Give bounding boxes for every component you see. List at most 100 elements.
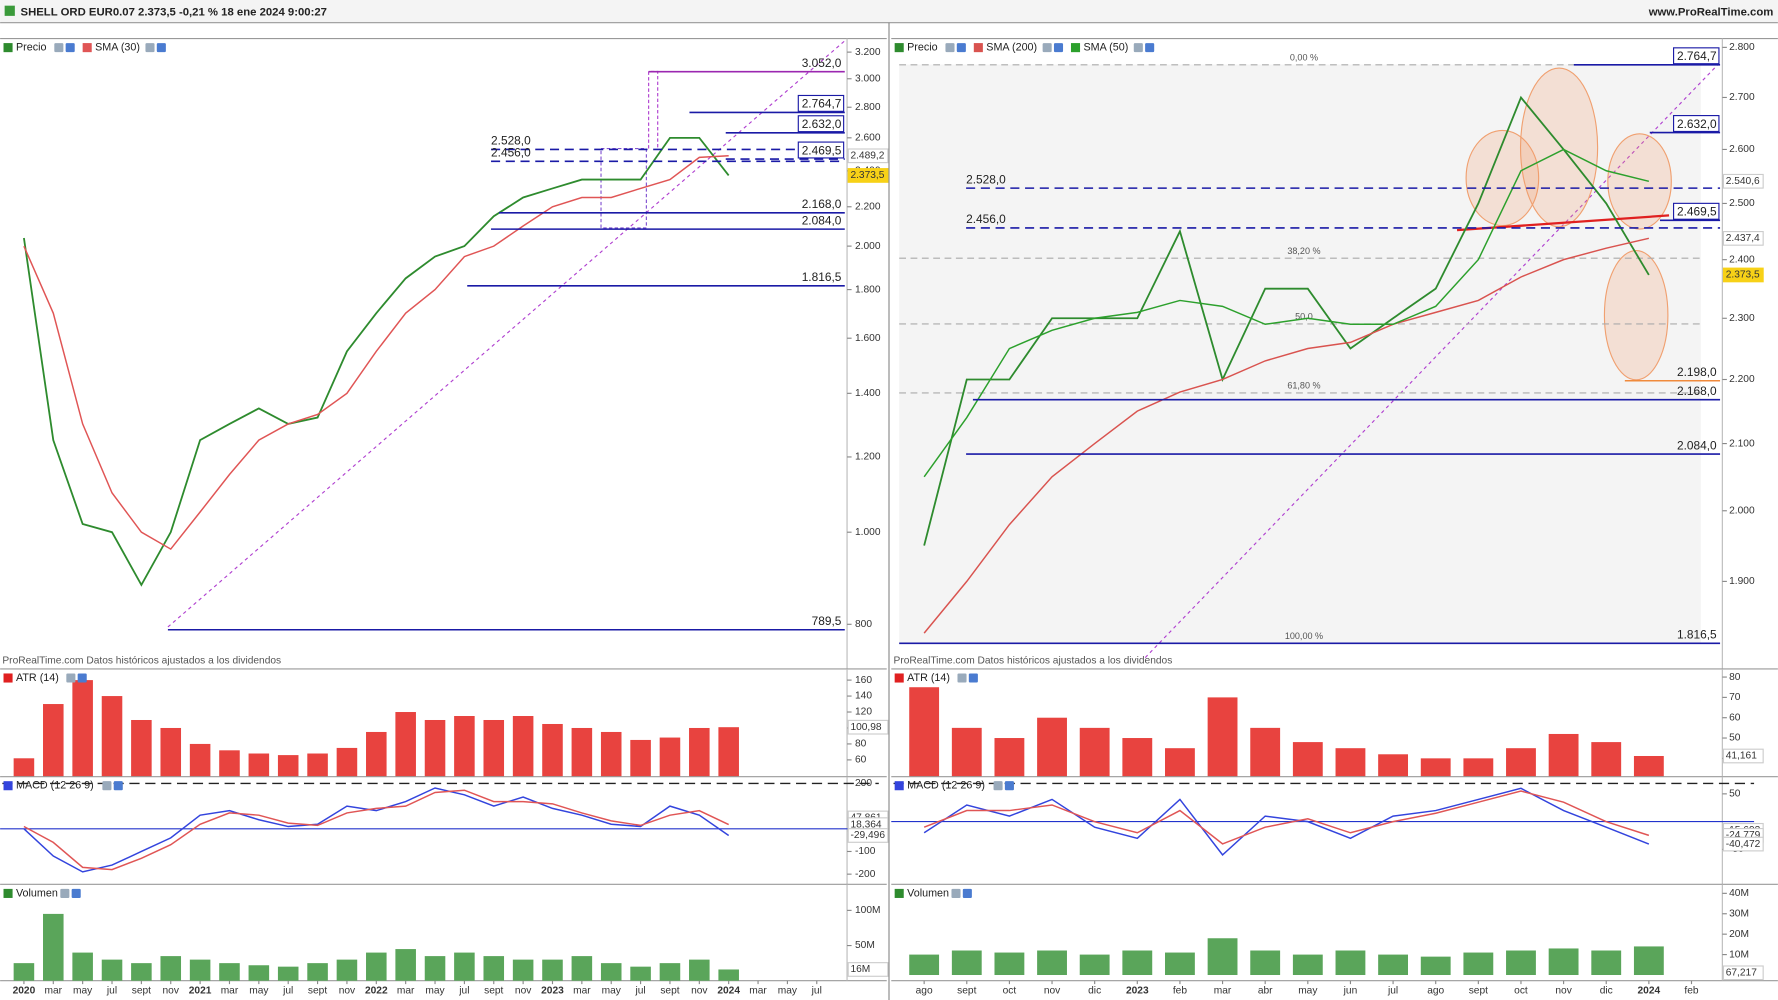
level-label-box — [1673, 115, 1720, 133]
series-line — [923, 95, 1650, 546]
x-tick-label: mar — [1214, 986, 1232, 997]
level-label: 789,5 — [812, 614, 842, 628]
x-tick-label: sept — [484, 986, 503, 997]
level-label: 2.764,7 — [802, 97, 842, 111]
add-icon[interactable] — [77, 673, 87, 683]
settings-icon[interactable] — [54, 43, 64, 53]
add-icon[interactable] — [1053, 43, 1064, 53]
bar — [160, 956, 182, 981]
bar — [542, 723, 563, 777]
bar — [336, 959, 358, 981]
x-tick-label: nov — [1555, 986, 1572, 997]
bar — [1037, 717, 1067, 777]
bar — [101, 696, 123, 777]
add-icon[interactable] — [956, 43, 966, 53]
bar — [1207, 938, 1238, 976]
legend-swatch — [894, 781, 904, 791]
bar — [101, 959, 123, 981]
bar — [277, 966, 299, 981]
bar — [248, 753, 270, 777]
add-icon[interactable] — [962, 888, 972, 898]
bar — [542, 959, 563, 981]
x-tick-label: sept — [308, 986, 327, 997]
bar — [131, 963, 152, 981]
value-tag: 2.373,5 — [1726, 270, 1760, 281]
bar — [1207, 697, 1238, 777]
x-tick-label: jul — [106, 986, 117, 997]
value-tag: 41,161 — [1726, 751, 1757, 762]
bar — [689, 727, 710, 777]
level-label: 2.632,0 — [1677, 117, 1717, 131]
legend-label: SMA (50) — [1083, 41, 1128, 53]
bar — [1420, 758, 1451, 777]
y-tick-label: 100M — [855, 905, 880, 916]
x-tick-label: nov — [163, 986, 180, 997]
x-tick-label: dic — [1600, 986, 1613, 997]
x-tick-label: jul — [282, 986, 293, 997]
y-tick-label: 50M — [855, 940, 875, 951]
legend-swatch — [973, 43, 983, 53]
level-label: 2.168,0 — [1677, 384, 1717, 398]
add-icon[interactable] — [1004, 781, 1014, 791]
series-line — [23, 789, 729, 871]
level-label: 2.084,0 — [802, 213, 842, 227]
add-icon[interactable] — [968, 673, 978, 683]
add-icon[interactable] — [113, 781, 123, 791]
legend-swatch — [894, 43, 904, 53]
pattern-ellipse — [1607, 133, 1672, 230]
settings-icon[interactable] — [66, 673, 76, 683]
x-tick-label: nov — [1044, 986, 1061, 997]
add-icon[interactable] — [1145, 43, 1155, 53]
y-tick-label: 2.600 — [855, 133, 881, 144]
settings-icon[interactable] — [60, 888, 70, 898]
bar — [307, 963, 328, 981]
level-label: 2.456,0 — [966, 212, 1006, 226]
settings-icon[interactable] — [1042, 43, 1052, 53]
y-tick-label: 2.800 — [855, 102, 881, 113]
y-tick-label: 30M — [1729, 908, 1749, 919]
y-tick-label: 20M — [1729, 929, 1749, 940]
bar — [512, 716, 534, 777]
x-tick-label: abr — [1258, 986, 1273, 997]
bar — [277, 755, 299, 777]
settings-icon[interactable] — [945, 43, 955, 53]
value-tag: -24,779 — [1726, 830, 1761, 841]
bar — [336, 747, 358, 777]
bar — [160, 727, 182, 777]
y-tick-label: 140 — [855, 691, 872, 702]
settings-icon[interactable] — [951, 888, 961, 898]
bar — [219, 963, 240, 981]
bar — [395, 712, 416, 777]
add-icon[interactable] — [71, 888, 81, 898]
value-tag-box — [1722, 965, 1764, 981]
bar — [1463, 952, 1494, 976]
bar — [1250, 950, 1281, 976]
settings-icon[interactable] — [145, 43, 155, 53]
legend-label: Precio — [16, 41, 47, 53]
bar — [1079, 954, 1110, 976]
settings-icon[interactable] — [102, 781, 112, 791]
legend-label: Volumen — [16, 887, 58, 899]
value-tag: 100,98 — [850, 722, 881, 733]
legend-swatch — [3, 888, 13, 898]
settings-icon[interactable] — [993, 781, 1003, 791]
bar — [994, 952, 1025, 976]
bar — [424, 719, 446, 777]
y-tick-label: 60 — [855, 755, 867, 766]
level-label: 2.528,0 — [491, 134, 531, 148]
x-tick-label: jul — [634, 986, 645, 997]
settings-icon[interactable] — [1133, 43, 1143, 53]
level-label: 2.469,5 — [1677, 205, 1717, 219]
bar — [1122, 738, 1153, 777]
bar — [571, 727, 593, 777]
x-tick-label: jul — [811, 986, 822, 997]
add-icon[interactable] — [156, 43, 166, 53]
value-tag: 2.373,5 — [850, 170, 884, 181]
bar — [1165, 952, 1195, 976]
add-icon[interactable] — [65, 43, 75, 53]
settings-icon[interactable] — [957, 673, 967, 683]
value-tag-box — [847, 962, 889, 977]
x-tick-label: may — [249, 986, 269, 997]
